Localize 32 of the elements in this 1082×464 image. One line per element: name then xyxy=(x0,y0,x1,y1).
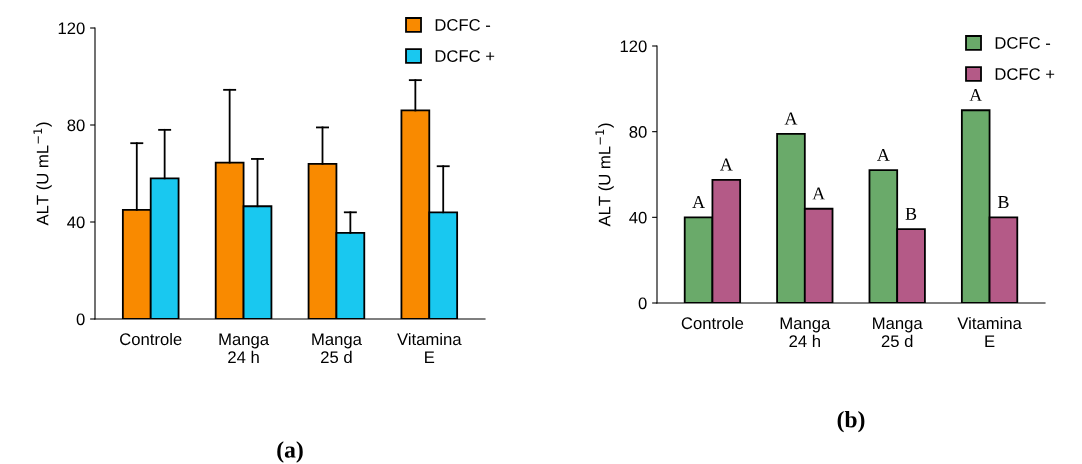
x-tick-label: Manga 25 d xyxy=(873,317,923,348)
annotation: A xyxy=(876,148,890,161)
y-tick-label: 0 xyxy=(76,313,85,326)
x-tick-label: Manga 25 d xyxy=(312,333,362,364)
legend-label: DCFC + xyxy=(435,50,495,62)
annotation: B xyxy=(905,207,917,220)
y-tick-label: 80 xyxy=(629,126,647,138)
legend-label: DCFC + xyxy=(995,68,1055,80)
annotation: A xyxy=(784,112,798,125)
y-tick-label: 120 xyxy=(58,22,85,35)
annotation: A xyxy=(719,158,733,171)
legend-label: DCFC - xyxy=(435,19,491,31)
legend-label: DCFC - xyxy=(995,37,1051,49)
annotation: A xyxy=(692,196,705,208)
annotation: B xyxy=(997,196,1009,208)
x-tick-label: Manga 24 h xyxy=(780,317,831,347)
y-axis-title: ALT (U mL$^{−1}$) xyxy=(33,122,52,226)
x-tick-label: Controle xyxy=(681,316,744,330)
text: (a) xyxy=(277,441,303,463)
x-tick-label: Controle xyxy=(120,332,182,346)
x-tick-label: Vitamina E xyxy=(397,332,462,363)
x-tick-label: Vitamina E xyxy=(957,316,1022,347)
y-axis-title: ALT (U mL$^{−1}$) xyxy=(595,123,614,227)
y-tick-label: 120 xyxy=(620,40,647,53)
y-tick-label: 40 xyxy=(67,216,85,229)
x-tick-label: Manga 24 h xyxy=(219,333,270,363)
y-tick-label: 80 xyxy=(67,119,85,132)
text: (b) xyxy=(837,410,865,433)
annotation: A xyxy=(812,187,826,200)
y-tick-label: 40 xyxy=(629,211,647,224)
annotation: A xyxy=(969,88,983,101)
y-tick-label: 0 xyxy=(638,297,647,310)
